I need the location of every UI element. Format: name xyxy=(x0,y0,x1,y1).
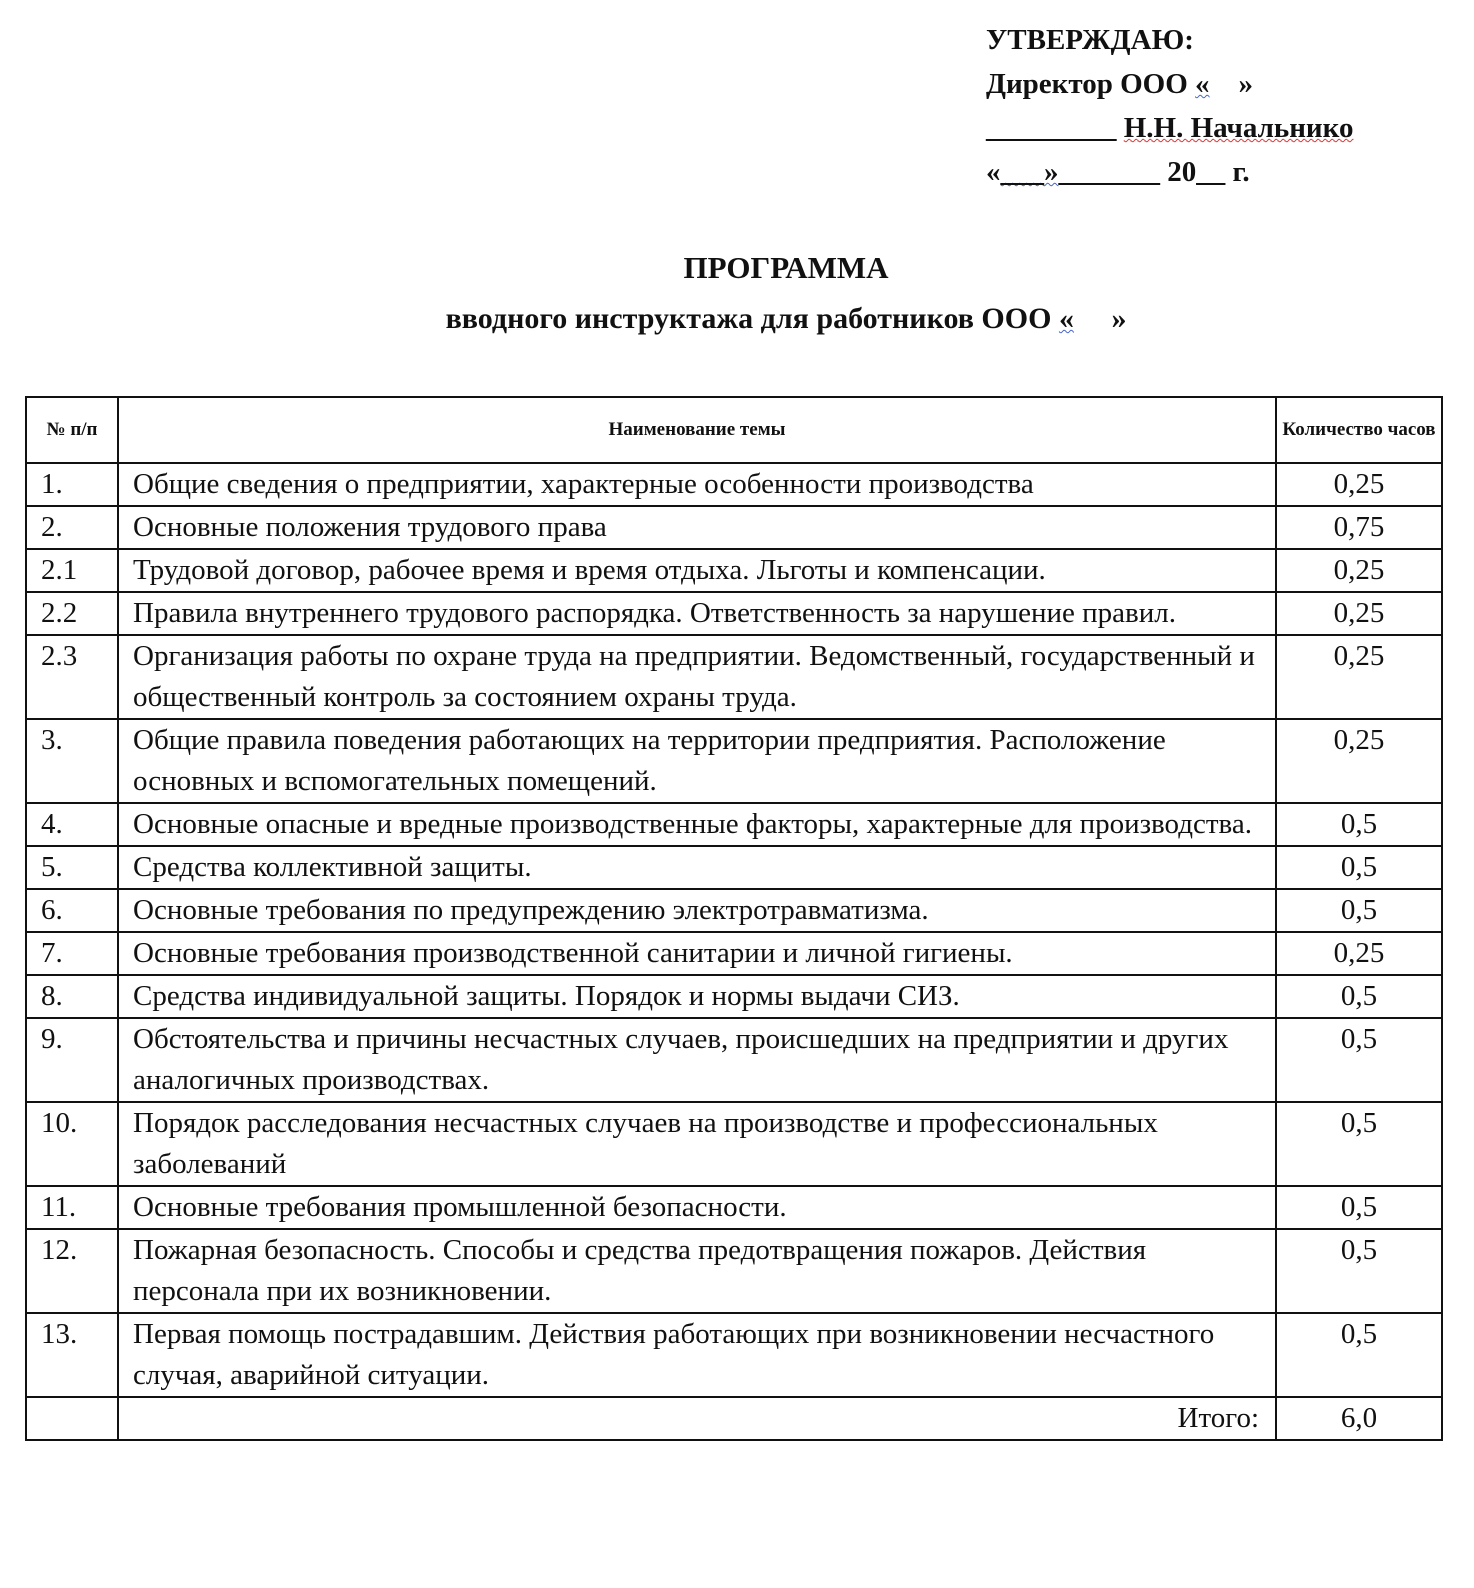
approval-block: УТВЕРЖДАЮ: Директор ООО « » _________ Н.… xyxy=(986,18,1353,194)
row-topic: Первая помощь пострадавшим. Действия раб… xyxy=(117,1312,1277,1398)
total-row: Итого: 6,0 xyxy=(25,1396,1443,1441)
row-topic: Основные требования производственной сан… xyxy=(117,931,1277,976)
table-row: 2.1 Трудовой договор, рабочее время и вре… xyxy=(25,548,1443,593)
header-hours: Количество часов xyxy=(1275,396,1443,464)
header-topic: Наименование темы xyxy=(117,396,1277,464)
row-topic: Основные требования по предупреждению эл… xyxy=(117,888,1277,933)
director-name: Н.Н. Начальнико xyxy=(1123,112,1354,144)
subtitle-quote-close: » xyxy=(1073,302,1127,335)
row-topic: Общие сведения о предприятии, характерны… xyxy=(117,462,1277,507)
date-quote: « xyxy=(986,156,1001,188)
approval-director: Директор ООО « » xyxy=(986,62,1353,106)
table-row: 13. Первая помощь пострадавшим. Действия … xyxy=(25,1312,1443,1398)
row-hours: 0,25 xyxy=(1275,634,1443,720)
row-number: 10. xyxy=(25,1101,119,1187)
row-topic: Средства коллективной защиты. xyxy=(117,845,1277,890)
row-hours: 0,5 xyxy=(1275,974,1443,1019)
table-row: 2. Основные положения трудового права 0,75 xyxy=(25,505,1443,550)
table-row: 1. Общие сведения о предприятии, характер… xyxy=(25,462,1443,507)
row-number: 7. xyxy=(25,931,119,976)
subtitle-text: вводного инструктажа для работников ООО xyxy=(445,302,1059,335)
row-number: 3. xyxy=(25,718,119,804)
row-topic: Основные положения трудового права xyxy=(117,505,1277,550)
quote-close: » xyxy=(1209,68,1254,100)
table-row: 4. Основные опасные и вредные производств… xyxy=(25,802,1443,847)
row-topic: Основные требования промышленной безопас… xyxy=(117,1185,1277,1230)
row-hours: 0,5 xyxy=(1275,1228,1443,1314)
total-value: 6,0 xyxy=(1275,1396,1443,1441)
row-hours: 0,25 xyxy=(1275,591,1443,636)
table-row: 6. Основные требования по предупреждению … xyxy=(25,888,1443,933)
row-number: 1. xyxy=(25,462,119,507)
total-empty xyxy=(25,1396,119,1441)
row-hours: 0,25 xyxy=(1275,931,1443,976)
row-number: 13. xyxy=(25,1312,119,1398)
row-number: 6. xyxy=(25,888,119,933)
row-number: 2. xyxy=(25,505,119,550)
row-topic: Пожарная безопасность. Способы и средств… xyxy=(117,1228,1277,1314)
row-number: 8. xyxy=(25,974,119,1019)
row-number: 9. xyxy=(25,1017,119,1103)
table-row: 9. Обстоятельства и причины несчастных сл… xyxy=(25,1017,1443,1103)
row-number: 4. xyxy=(25,802,119,847)
table-row: 12. Пожарная безопасность. Способы и сред… xyxy=(25,1228,1443,1314)
subtitle-quote-open: « xyxy=(1058,302,1074,335)
row-number: 2.2 xyxy=(25,591,119,636)
row-hours: 0,5 xyxy=(1275,1185,1443,1230)
row-topic: Общие правила поведения работающих на те… xyxy=(117,718,1277,804)
row-topic: Основные опасные и вредные производствен… xyxy=(117,802,1277,847)
row-number: 2.1 xyxy=(25,548,119,593)
row-topic: Порядок расследования несчастных случаев… xyxy=(117,1101,1277,1187)
row-number: 12. xyxy=(25,1228,119,1314)
table-row: 3. Общие правила поведения работающих на … xyxy=(25,718,1443,804)
row-number: 2.3 xyxy=(25,634,119,720)
date-day: ___» xyxy=(1000,156,1059,188)
document-subtitle: вводного инструктажа для работников ООО … xyxy=(0,302,1474,336)
signature-blank: _________ xyxy=(986,112,1124,144)
table-row: 8. Средства индивидуальной защиты. Порядо… xyxy=(25,974,1443,1019)
row-topic: Организация работы по охране труда на пр… xyxy=(117,634,1277,720)
approval-signature: _________ Н.Н. Начальнико xyxy=(986,106,1353,150)
table-row: 7. Основные требования производственной с… xyxy=(25,931,1443,976)
table-row: 10. Порядок расследования несчастных случ… xyxy=(25,1101,1443,1187)
table-row: 11. Основные требования промышленной безо… xyxy=(25,1185,1443,1230)
row-number: 5. xyxy=(25,845,119,890)
approval-date: «___»_______ 20__ г. xyxy=(986,150,1353,194)
table-row: 2.2 Правила внутреннего трудового распоря… xyxy=(25,591,1443,636)
row-hours: 0,25 xyxy=(1275,548,1443,593)
row-topic: Трудовой договор, рабочее время и время … xyxy=(117,548,1277,593)
row-hours: 0,5 xyxy=(1275,1101,1443,1187)
row-hours: 0,5 xyxy=(1275,888,1443,933)
document-title: ПРОГРАММА xyxy=(683,250,889,285)
row-hours: 0,75 xyxy=(1275,505,1443,550)
row-hours: 0,5 xyxy=(1275,1017,1443,1103)
row-topic: Обстоятельства и причины несчастных случ… xyxy=(117,1017,1277,1103)
row-hours: 0,5 xyxy=(1275,1312,1443,1398)
director-label: Директор ООО xyxy=(986,68,1196,100)
row-hours: 0,5 xyxy=(1275,845,1443,890)
table-row: 5. Средства коллективной защиты. 0,5 xyxy=(25,845,1443,890)
row-hours: 0,25 xyxy=(1275,718,1443,804)
row-topic: Средства индивидуальной защиты. Порядок … xyxy=(117,974,1277,1019)
quote-open: « xyxy=(1195,68,1210,100)
date-rest: _______ 20__ г. xyxy=(1058,156,1250,188)
row-hours: 0,25 xyxy=(1275,462,1443,507)
approval-heading: УТВЕРЖДАЮ: xyxy=(986,24,1194,56)
row-topic: Правила внутреннего трудового распорядка… xyxy=(117,591,1277,636)
row-hours: 0,5 xyxy=(1275,802,1443,847)
table-row: 2.3 Организация работы по охране труда на… xyxy=(25,634,1443,720)
header-number: № п/п xyxy=(25,396,119,464)
table-header-row: № п/п Наименование темы Количество часов xyxy=(25,396,1443,464)
program-table: № п/п Наименование темы Количество часов… xyxy=(25,396,1443,1441)
total-label: Итого: xyxy=(117,1396,1277,1441)
row-number: 11. xyxy=(25,1185,119,1230)
